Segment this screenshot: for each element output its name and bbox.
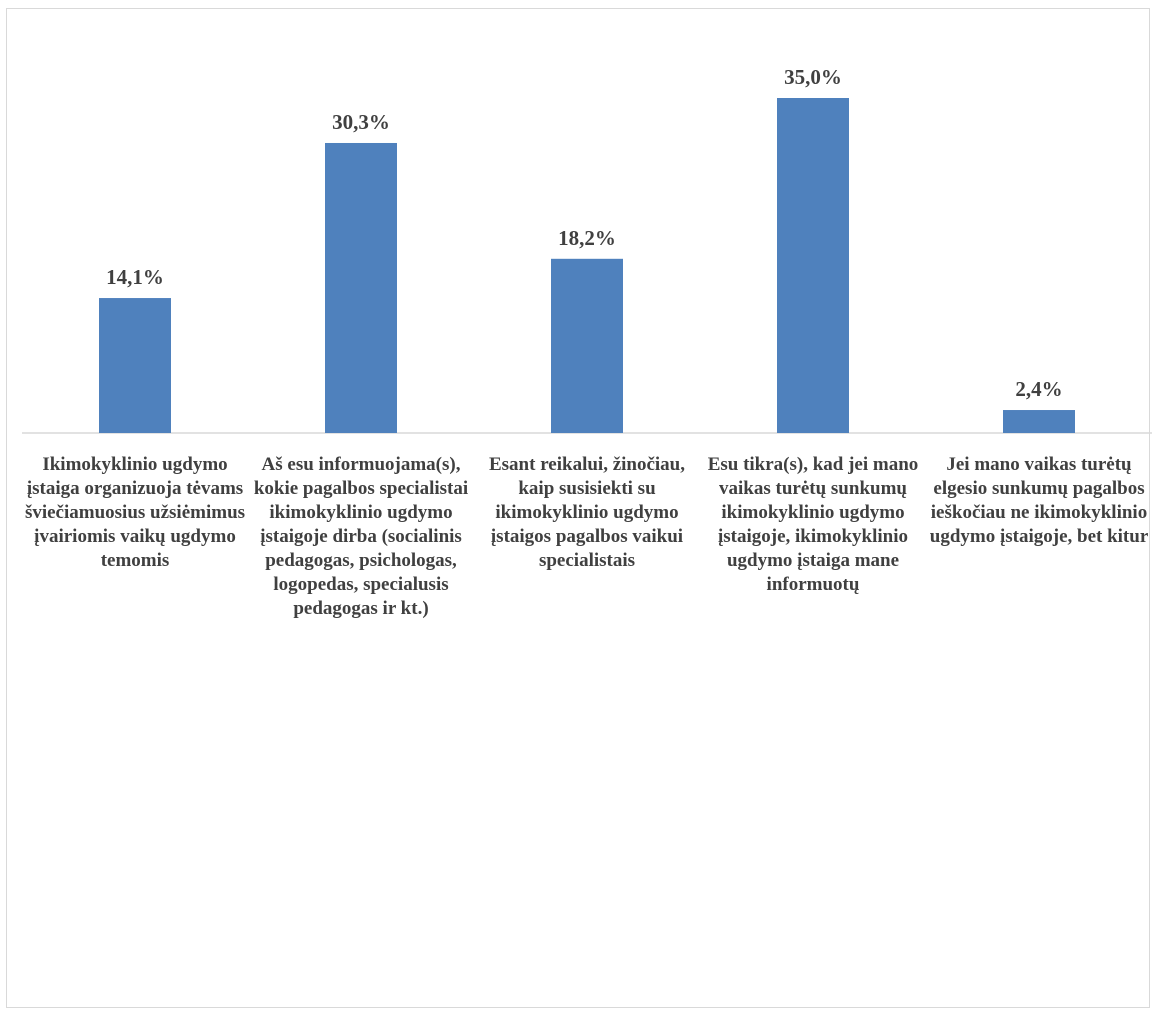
category-label-3: Esant reikalui, žinočiau, kaip susisiekt… — [488, 454, 685, 571]
data-label-5: 2,4% — [1015, 377, 1062, 401]
category-label-1: Ikimokyklinio ugdymo įstaiga organizuoja… — [24, 454, 246, 571]
bar-5 — [1003, 410, 1075, 433]
category-label-4: Esu tikra(s), kad jei mano vaikas turėtų… — [707, 454, 919, 595]
bar-4 — [777, 98, 849, 433]
category-label-5: Jei mano vaikas turėtų elgesio sunkumų p… — [929, 454, 1149, 547]
category-label-2: Aš esu informuojama(s), kokie pagalbos s… — [253, 454, 469, 619]
data-label-3: 18,2% — [558, 226, 616, 250]
data-label-1: 14,1% — [106, 265, 164, 289]
chart-frame — [6, 8, 1150, 1008]
bar-1 — [99, 298, 171, 433]
data-label-2: 30,3% — [332, 110, 390, 134]
bar-2 — [325, 142, 397, 433]
data-label-4: 35,0% — [784, 65, 842, 89]
bar-3 — [551, 258, 623, 433]
